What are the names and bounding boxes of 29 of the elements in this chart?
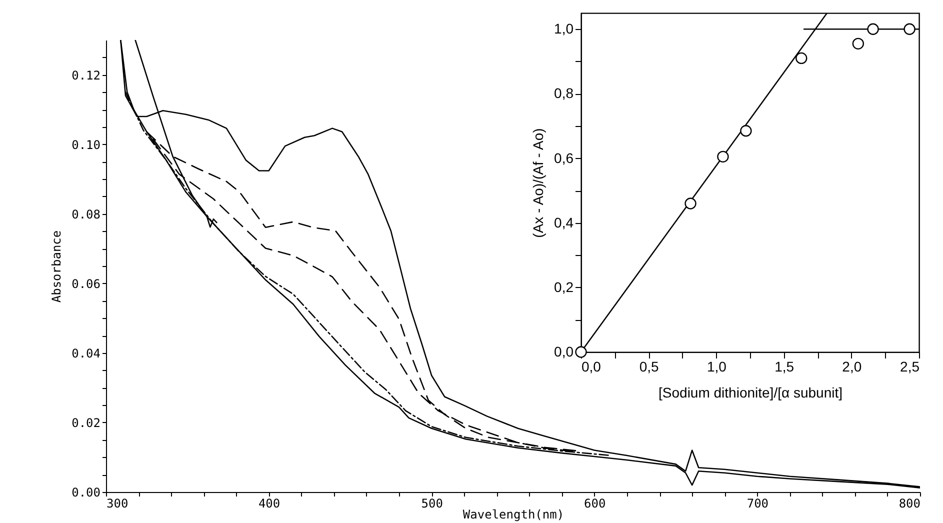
- y-tick-label: 0.00: [72, 486, 100, 500]
- y-tick-label: 0,4: [554, 214, 574, 230]
- x-tick-label: 800: [898, 496, 920, 510]
- y-tick-label: 0.08: [72, 207, 100, 222]
- y-axis-title: (Ax - Ao)/(Af - Ao): [530, 128, 546, 238]
- y-axis-title: Absorbance: [50, 230, 64, 303]
- y-tick-label: 0.02: [72, 416, 100, 430]
- y-tick-label: 0.10: [72, 138, 100, 152]
- x-tick-label: 0,0: [582, 358, 602, 374]
- y-tick-label: 0,2: [554, 278, 574, 295]
- y-tick-label: 1,0: [554, 20, 574, 37]
- x-axis-title: [Sodium dithionite]/[α subunit]: [658, 384, 842, 400]
- y-tick-label: 0,8: [554, 85, 574, 102]
- x-tick-label: 600: [584, 496, 606, 510]
- x-tick-label: 1,5: [774, 358, 794, 374]
- y-tick-label: 0.04: [72, 346, 100, 360]
- y-tick-label: 0,0: [554, 344, 574, 360]
- y-tick-label: 0,6: [554, 150, 574, 166]
- y-tick-label: 0.12: [72, 68, 100, 82]
- x-tick-label: 2,5: [900, 358, 920, 374]
- x-tick-label: 300: [106, 496, 128, 510]
- x-axis-title: Wavelength(nm): [462, 508, 564, 522]
- x-tick-label: 2,0: [842, 358, 862, 374]
- x-tick-label: 400: [258, 496, 280, 510]
- x-tick-label: 500: [421, 496, 443, 510]
- x-tick-label: 0,5: [639, 358, 660, 374]
- x-tick-label: 700: [746, 496, 769, 510]
- y-tick-label: 0.06: [72, 276, 100, 291]
- x-tick-label: 1,0: [706, 358, 727, 374]
